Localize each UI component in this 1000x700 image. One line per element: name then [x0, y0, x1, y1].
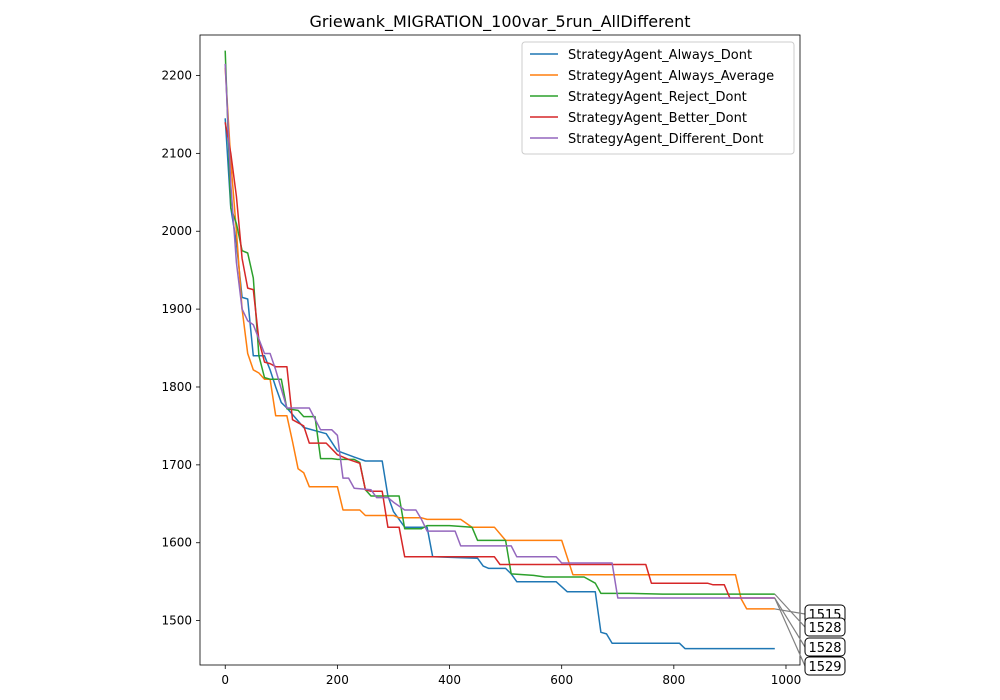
- chart-title: Griewank_MIGRATION_100var_5run_AllDiffer…: [309, 12, 690, 32]
- y-tick-label: 2100: [161, 146, 192, 160]
- annotation-label: 1528: [808, 621, 841, 636]
- legend-frame: [521, 41, 795, 155]
- series-line-0: [224, 118, 775, 650]
- y-tick-label: 1500: [161, 614, 192, 628]
- x-tick-label: 200: [326, 673, 349, 687]
- y-tick-label: 1800: [161, 380, 192, 394]
- annotation-leader: [774, 597, 806, 648]
- x-tick-label: 800: [662, 673, 685, 687]
- annotation-box: [804, 656, 846, 676]
- annotation-leader: [774, 597, 806, 667]
- legend-label: StrategyAgent_Reject_Dont: [568, 90, 747, 105]
- annotation-label: 1529: [808, 660, 841, 675]
- x-tick-label: 1000: [771, 673, 802, 687]
- legend-label: StrategyAgent_Different_Dont: [568, 132, 763, 147]
- axes-frame: [199, 34, 801, 666]
- annotation-label: 1528: [808, 641, 841, 656]
- legend-label: StrategyAgent_Always_Average: [568, 69, 774, 84]
- x-tick-label: 0: [221, 673, 229, 687]
- series-line-3: [224, 122, 775, 599]
- annotation-box: [804, 637, 846, 657]
- legend-label: StrategyAgent_Always_Dont: [568, 48, 752, 63]
- legend-label: StrategyAgent_Better_Dont: [568, 111, 747, 126]
- annotation-leader: [774, 593, 806, 628]
- series-line-1: [224, 67, 775, 610]
- plot-area: 0 200 400 600 800 1000 1500 1600 1700 1800 1900 200…: [161, 34, 802, 687]
- x-tick-label: 400: [438, 673, 461, 687]
- series-line-4: [224, 63, 775, 599]
- y-tick-label: 1600: [161, 536, 192, 550]
- annotation-box: [804, 617, 846, 637]
- y-tick-label: 1900: [161, 302, 192, 316]
- y-tick-label: 2200: [161, 68, 192, 82]
- y-tick-label: 1700: [161, 458, 192, 472]
- x-tick-label: 600: [550, 673, 573, 687]
- y-tick-label: 2000: [161, 224, 192, 238]
- legend: StrategyAgent_Always_Dont StrategyAgent_A…: [521, 41, 795, 155]
